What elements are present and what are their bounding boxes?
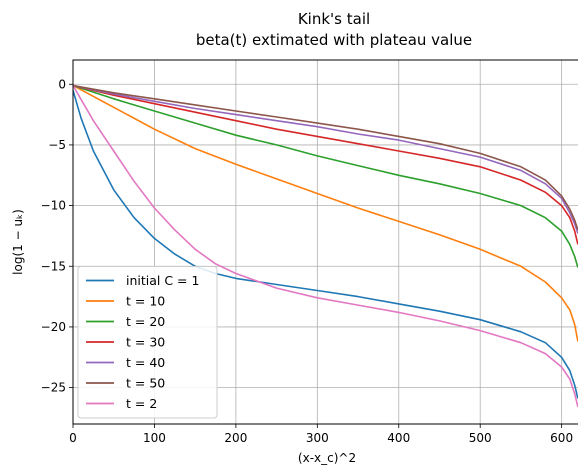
series-line-5 [73,84,578,231]
y-tick-label: 0 [58,77,66,91]
y-tick-label: −25 [41,381,66,395]
legend-box [77,266,218,419]
x-axis-label: (x-x_c)^2 [298,451,356,465]
y-tick-label: −5 [48,138,66,152]
legend-label: t = 40 [126,355,165,370]
chart-subtitle: beta(t) extimated with plateau value [196,31,472,49]
series-line-0 [73,90,578,399]
series-line-2 [73,84,578,268]
tick-layer: 0 100 200 300 400 500 600 0 −5 −10 −15 −20 −25 [41,77,573,445]
y-axis-label: log(1 − uₖ) [11,209,25,275]
series-line-1 [73,84,578,342]
chart-title: Kink's tail [298,10,370,28]
legend-label: t = 2 [126,396,157,411]
legend-label: t = 20 [126,314,165,329]
legend-label: t = 50 [126,376,165,391]
x-tick-label: 400 [387,431,410,445]
x-tick-label: 300 [306,431,329,445]
x-tick-label: 0 [69,431,77,445]
y-tick-label: −10 [41,199,66,213]
legend-label: t = 30 [126,335,165,350]
x-tick-label: 200 [224,431,247,445]
series-layer [73,84,578,408]
plot-frame [72,59,578,425]
y-tick-label: −15 [41,259,66,273]
series-line-6 [73,85,578,408]
y-tick-label: −20 [41,320,66,334]
legend-label: t = 10 [126,294,165,309]
series-line-4 [73,84,578,234]
legend-label: initial C = 1 [126,273,199,288]
x-tick-label: 600 [550,431,573,445]
legend: initial C = 1 t = 10 t = 20 t = 30 t = 40 t =… [77,266,218,419]
x-tick-label: 500 [469,431,492,445]
x-tick-label: 100 [143,431,166,445]
series-line-3 [73,84,578,245]
